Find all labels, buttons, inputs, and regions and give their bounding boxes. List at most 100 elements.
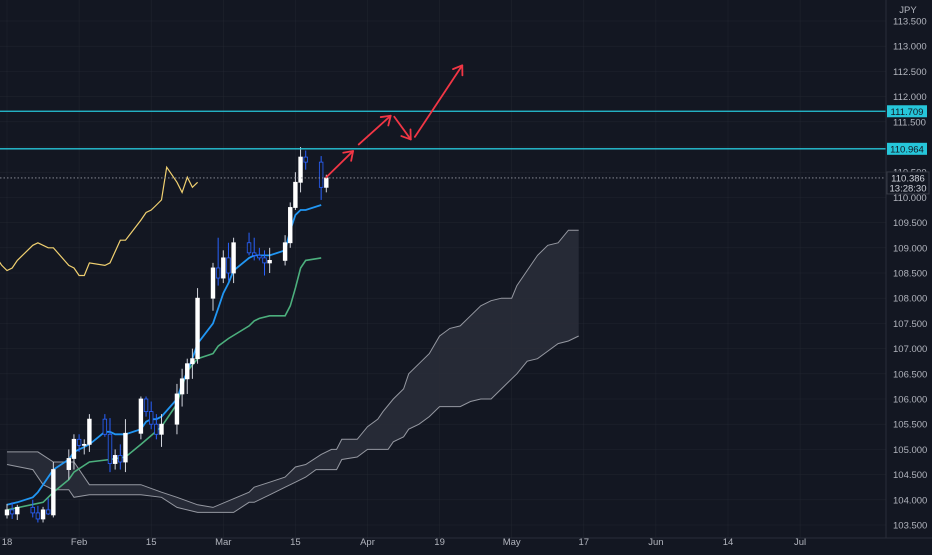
time-tick-label: 14 xyxy=(723,537,734,548)
price-tick-label: 109.000 xyxy=(893,243,927,254)
candle-body xyxy=(9,509,15,515)
candle-body xyxy=(4,509,10,516)
candle-body xyxy=(112,455,118,464)
candle-body xyxy=(190,358,195,365)
candle[interactable] xyxy=(215,237,221,286)
projection-arrow[interactable] xyxy=(413,64,464,138)
candle[interactable] xyxy=(87,414,92,452)
arrow-head xyxy=(379,114,392,127)
arrow-shaft xyxy=(413,64,464,138)
candle[interactable] xyxy=(231,237,236,284)
candle[interactable] xyxy=(185,358,190,394)
candle-body xyxy=(148,411,154,425)
candle[interactable] xyxy=(148,401,154,430)
candle[interactable] xyxy=(9,502,15,519)
candle[interactable] xyxy=(246,232,252,256)
candle-body xyxy=(40,509,46,520)
candle-body xyxy=(174,393,180,425)
candle-body xyxy=(30,506,35,514)
candle[interactable] xyxy=(66,449,71,480)
candle[interactable] xyxy=(112,449,118,470)
price-tick-label: 106.500 xyxy=(893,369,927,380)
candlesticks[interactable] xyxy=(4,147,329,523)
candle[interactable] xyxy=(118,444,123,470)
candle[interactable] xyxy=(318,156,324,200)
candle[interactable] xyxy=(51,462,56,518)
candle[interactable] xyxy=(210,262,216,311)
candle[interactable] xyxy=(298,147,303,193)
candle[interactable] xyxy=(76,434,82,452)
candle-body xyxy=(82,443,87,446)
candle[interactable] xyxy=(107,418,113,473)
candle[interactable] xyxy=(221,250,226,284)
candle-body xyxy=(257,254,262,259)
time-tick-label: Mar xyxy=(215,537,231,548)
projection-arrow[interactable] xyxy=(325,150,354,179)
candle[interactable] xyxy=(288,202,293,248)
candle-body xyxy=(154,423,159,435)
horizontal-levels[interactable] xyxy=(0,110,886,179)
candle-body xyxy=(51,469,56,516)
candle[interactable] xyxy=(30,499,35,518)
candle[interactable] xyxy=(293,172,298,210)
chikou-span-line xyxy=(0,165,199,277)
candle[interactable] xyxy=(82,439,87,455)
candle[interactable] xyxy=(303,150,308,170)
candle[interactable] xyxy=(15,504,20,520)
price-tick-label: 107.500 xyxy=(893,319,927,330)
cloud-span-a xyxy=(7,229,579,508)
candle[interactable] xyxy=(123,419,128,473)
candle-body xyxy=(159,423,164,435)
arrow-shaft xyxy=(325,150,354,179)
candle[interactable] xyxy=(174,383,180,435)
candle-body xyxy=(246,242,252,254)
candle[interactable] xyxy=(159,414,164,447)
candle-body xyxy=(76,438,82,446)
arrow-head xyxy=(452,64,464,77)
time-tick-label: 18 xyxy=(2,537,13,548)
candle-body xyxy=(215,267,221,279)
candle[interactable] xyxy=(46,498,51,515)
time-tick-label: 17 xyxy=(579,537,590,548)
candle[interactable] xyxy=(262,250,267,276)
projection-arrow[interactable] xyxy=(393,115,412,141)
candle[interactable] xyxy=(102,414,108,437)
candle-body xyxy=(226,257,231,274)
price-tick-label: 110.000 xyxy=(893,193,927,204)
candle-body xyxy=(303,156,308,163)
candle-body xyxy=(298,156,303,183)
price-tick-label: 108.000 xyxy=(893,294,927,305)
candle[interactable] xyxy=(226,242,231,281)
candle[interactable] xyxy=(179,368,185,407)
candle[interactable] xyxy=(195,288,200,364)
candle[interactable] xyxy=(267,247,272,273)
candle-body xyxy=(267,259,272,264)
projection-arrows[interactable] xyxy=(325,64,464,179)
price-tick-label: 106.000 xyxy=(893,395,927,406)
candle-body xyxy=(15,506,20,515)
time-tick-label: 15 xyxy=(146,537,157,548)
candle-body xyxy=(143,398,149,412)
candle[interactable] xyxy=(35,505,41,523)
time-tick-label: Jun xyxy=(648,537,663,548)
candle-body xyxy=(324,177,329,188)
candle[interactable] xyxy=(251,237,257,261)
candle[interactable] xyxy=(154,414,159,440)
candle-body xyxy=(262,257,267,264)
candle[interactable] xyxy=(4,503,10,519)
candle[interactable] xyxy=(138,396,144,440)
candle[interactable] xyxy=(40,506,46,523)
price-tick-label: 108.500 xyxy=(893,269,927,280)
candle[interactable] xyxy=(143,396,149,417)
projection-arrow[interactable] xyxy=(357,114,392,146)
time-axis[interactable]: 18 Feb 15 Mar 15 Apr 19 May 17 Jun 14 Jul xyxy=(0,537,932,548)
time-tick-label: Apr xyxy=(360,537,375,548)
candle[interactable] xyxy=(190,348,195,379)
candle[interactable] xyxy=(257,247,262,261)
candle-body xyxy=(87,418,92,445)
candle[interactable] xyxy=(71,434,77,470)
candle[interactable] xyxy=(282,235,288,266)
